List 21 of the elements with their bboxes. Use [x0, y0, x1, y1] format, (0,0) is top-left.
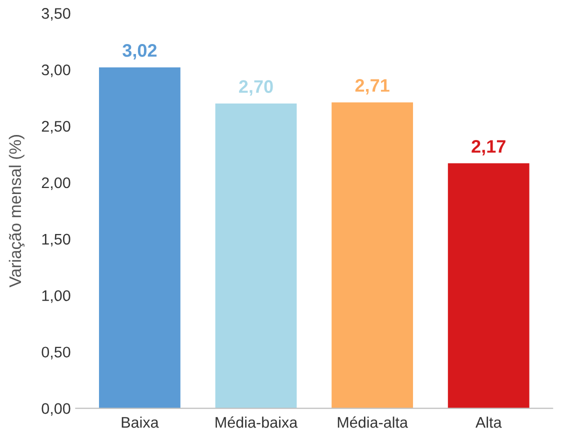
bar	[98, 67, 180, 408]
y-tick-label: 3,50	[42, 8, 70, 21]
bar	[448, 163, 530, 408]
y-tick-label: 2,00	[42, 177, 70, 190]
y-tick-label: 2,50	[42, 120, 70, 134]
data-label: 2,71	[355, 79, 390, 94]
y-tick-label: 3,00	[42, 64, 70, 78]
data-label: 2,70	[239, 80, 273, 96]
y-tick-label: 1,00	[42, 290, 70, 303]
x-tick-label: Alta	[475, 416, 502, 428]
x-tick-label: Média-alta	[338, 416, 408, 428]
y-axis-title: Variação mensal (%)	[8, 135, 24, 288]
bar	[332, 102, 414, 408]
y-tick-label: 0,50	[42, 346, 70, 360]
x-tick-label: Média-baixa	[216, 416, 298, 428]
data-label: 3,02	[122, 44, 157, 60]
bar	[215, 103, 297, 408]
x-tick-label: Baixa	[122, 416, 159, 428]
y-tick-label: 0,00	[42, 403, 70, 416]
data-label: 2,17	[472, 140, 506, 156]
y-tick-label: 1,50	[42, 234, 70, 246]
